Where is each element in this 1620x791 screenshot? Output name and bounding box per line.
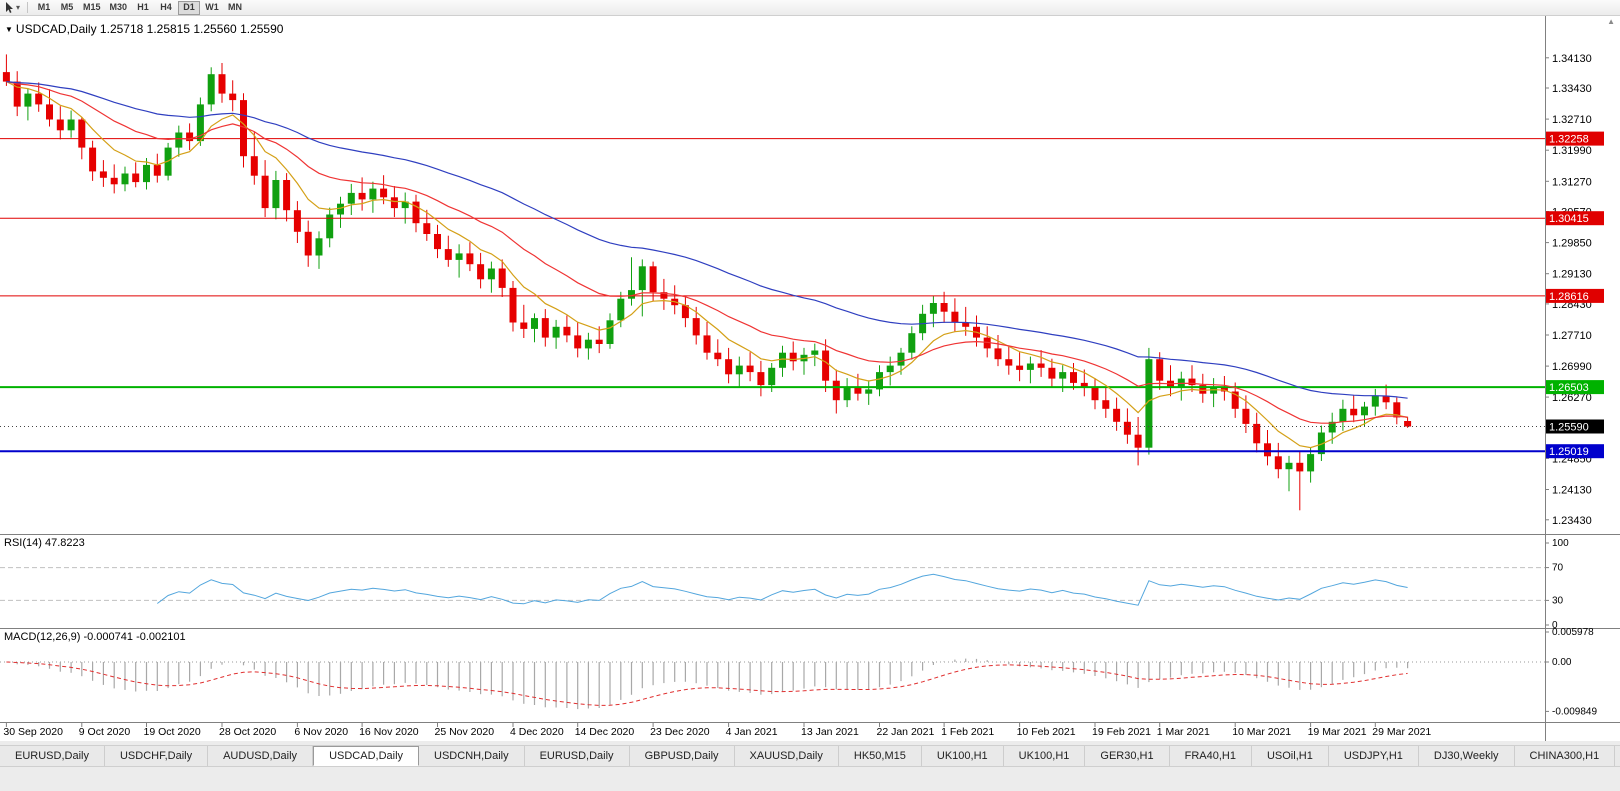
svg-text:23 Dec 2020: 23 Dec 2020 — [650, 726, 710, 738]
svg-text:1.34130: 1.34130 — [1552, 53, 1592, 65]
date-axis: 30 Sep 2020 9 Oct 2020 19 Oct 2020 28 Oct 2… — [3, 722, 1431, 738]
svg-text:19 Oct 2020: 19 Oct 2020 — [144, 726, 201, 738]
svg-text:0.005978: 0.005978 — [1552, 627, 1594, 638]
ohlc-text: USDCAD,Daily 1.25718 1.25815 1.25560 1.2… — [15, 22, 284, 36]
svg-text:1.26503: 1.26503 — [1549, 382, 1589, 394]
svg-text:1.26270: 1.26270 — [1552, 392, 1592, 404]
svg-text:1.29130: 1.29130 — [1552, 269, 1592, 281]
svg-text:1.31270: 1.31270 — [1552, 176, 1592, 188]
price-axis: 1.341301.334301.327101.319901.312701.305… — [1545, 16, 1592, 741]
timeframe-buttons: M1 M5 M15 M30 H1 H4 D1 W1 MN — [33, 0, 246, 15]
main-chart-svg: 1.341301.334301.327101.319901.312701.305… — [0, 16, 1620, 741]
chart-tab-6-gbpusd-daily[interactable]: GBPUSD,Daily — [629, 746, 735, 766]
chart-tab-5-eurusd-daily[interactable]: EURUSD,Daily — [524, 746, 630, 766]
svg-text:29 Mar 2021: 29 Mar 2021 — [1372, 726, 1431, 738]
symbol-marker-icon: ▼ — [5, 25, 13, 34]
toolbar-separator — [27, 2, 29, 13]
svg-text:19 Feb 2021: 19 Feb 2021 — [1092, 726, 1151, 738]
timeframe-m30-button[interactable]: M30 — [106, 1, 132, 15]
svg-text:13 Jan 2021: 13 Jan 2021 — [801, 726, 859, 738]
chart-tab-4-usdcnh-daily[interactable]: USDCNH,Daily — [419, 746, 525, 766]
svg-text:30: 30 — [1552, 595, 1564, 606]
svg-text:1.31990: 1.31990 — [1552, 145, 1592, 157]
svg-text:10 Feb 2021: 10 Feb 2021 — [1017, 726, 1076, 738]
chart-tab-8-hk50-m15[interactable]: HK50,M15 — [838, 746, 922, 766]
timeframe-m15-button[interactable]: M15 — [79, 1, 105, 15]
svg-text:1.32258: 1.32258 — [1549, 134, 1589, 146]
rsi-panel: 100 70 30 0 — [0, 538, 1569, 631]
chart-tab-9-uk100-h1[interactable]: UK100,H1 — [921, 746, 1004, 766]
chart-tab-0-eurusd-daily[interactable]: EURUSD,Daily — [0, 746, 105, 766]
chart-tab-13-usoil-h1[interactable]: USOil,H1 — [1251, 746, 1329, 766]
svg-text:1.25019: 1.25019 — [1549, 446, 1589, 458]
timeframe-mn-button[interactable]: MN — [224, 1, 246, 15]
timeframe-m1-button[interactable]: M1 — [33, 1, 55, 15]
svg-text:1.26990: 1.26990 — [1552, 361, 1592, 373]
svg-text:22 Jan 2021: 22 Jan 2021 — [877, 726, 935, 738]
svg-text:4 Jan 2021: 4 Jan 2021 — [726, 726, 778, 738]
svg-text:0: 0 — [1552, 620, 1558, 631]
svg-text:1.30415: 1.30415 — [1549, 213, 1589, 225]
svg-text:1 Feb 2021: 1 Feb 2021 — [941, 726, 994, 738]
svg-text:9 Oct 2020: 9 Oct 2020 — [79, 726, 131, 738]
svg-text:28 Oct 2020: 28 Oct 2020 — [219, 726, 276, 738]
chevron-down-icon: ▾ — [16, 2, 21, 12]
timeframe-h4-button[interactable]: H4 — [155, 1, 177, 15]
chart-tab-14-usdjpy-h1[interactable]: USDJPY,H1 — [1328, 746, 1419, 766]
svg-text:1.27710: 1.27710 — [1552, 330, 1592, 342]
svg-text:1.23430: 1.23430 — [1552, 515, 1592, 527]
chart-tabs: EURUSD,Daily USDCHF,Daily AUDUSD,Daily USDC… — [0, 745, 1620, 767]
svg-text:10 Mar 2021: 10 Mar 2021 — [1232, 726, 1291, 738]
window-bottom-fill — [0, 767, 1620, 791]
svg-text:1.24130: 1.24130 — [1552, 485, 1592, 497]
svg-text:30 Sep 2020: 30 Sep 2020 — [3, 726, 63, 738]
svg-text:4 Dec 2020: 4 Dec 2020 — [510, 726, 564, 738]
chart-area[interactable]: 1.341301.334301.327101.319901.312701.305… — [0, 16, 1620, 741]
timeframe-m5-button[interactable]: M5 — [56, 1, 78, 15]
svg-text:1.32710: 1.32710 — [1552, 114, 1592, 126]
timeframe-d1-button[interactable]: D1 — [178, 0, 201, 15]
svg-text:100: 100 — [1552, 538, 1569, 549]
rsi-indicator-label: RSI(14) 47.8223 — [4, 537, 85, 549]
timeframe-h1-button[interactable]: H1 — [132, 1, 154, 15]
chart-toolbar: ▾ M1 M5 M15 M30 H1 H4 D1 W1 MN — [0, 0, 1620, 16]
chart-ohlc-title: ▼ USDCAD,Daily 1.25718 1.25815 1.25560 1.… — [5, 22, 283, 36]
chart-tab-12-fra40-h1[interactable]: FRA40,H1 — [1169, 746, 1252, 766]
chart-tab-16-china300-h1[interactable]: CHINA300,H1 — [1514, 746, 1616, 766]
svg-text:1.29850: 1.29850 — [1552, 238, 1592, 250]
candles — [2, 54, 1412, 511]
timeframe-w1-button[interactable]: W1 — [201, 1, 223, 15]
svg-text:1.28616: 1.28616 — [1549, 291, 1589, 303]
svg-text:1.33430: 1.33430 — [1552, 83, 1592, 95]
svg-text:25 Nov 2020: 25 Nov 2020 — [435, 726, 495, 738]
chart-tab-1-usdchf-daily[interactable]: USDCHF,Daily — [104, 746, 209, 766]
cursor-icon — [6, 1, 13, 13]
cursor-tool-button[interactable]: ▾ — [3, 1, 22, 15]
svg-text:19 Mar 2021: 19 Mar 2021 — [1308, 726, 1367, 738]
chart-tab-3-usdcad-daily[interactable]: USDCAD,Daily — [313, 746, 420, 766]
svg-text:1 Mar 2021: 1 Mar 2021 — [1157, 726, 1210, 738]
svg-text:16 Nov 2020: 16 Nov 2020 — [359, 726, 419, 738]
svg-text:0.00: 0.00 — [1552, 657, 1572, 668]
svg-text:1.25590: 1.25590 — [1549, 422, 1589, 434]
tabbar-gap — [0, 741, 1620, 745]
svg-text:70: 70 — [1552, 563, 1564, 574]
macd-indicator-label: MACD(12,26,9) -0.000741 -0.002101 — [4, 631, 186, 643]
chart-tab-11-ger30-h1[interactable]: GER30,H1 — [1085, 746, 1170, 766]
scroll-to-end-icon[interactable]: ▲ — [1607, 17, 1615, 26]
svg-text:6 Nov 2020: 6 Nov 2020 — [294, 726, 348, 738]
chart-tab-2-audusd-daily[interactable]: AUDUSD,Daily — [208, 746, 314, 766]
macd-panel: 0.005978 0.00 -0.009849 — [0, 627, 1597, 717]
moving-averages — [6, 81, 1408, 449]
chart-tab-7-xauusd-daily[interactable]: XAUUSD,Daily — [734, 746, 839, 766]
chart-tab-15-dj30-weekly[interactable]: DJ30,Weekly — [1418, 746, 1515, 766]
chart-tab-10-uk100-h1[interactable]: UK100,H1 — [1003, 746, 1086, 766]
svg-text:14 Dec 2020: 14 Dec 2020 — [575, 726, 635, 738]
horizontal-lines — [0, 138, 1545, 453]
svg-text:-0.009849: -0.009849 — [1552, 706, 1597, 717]
